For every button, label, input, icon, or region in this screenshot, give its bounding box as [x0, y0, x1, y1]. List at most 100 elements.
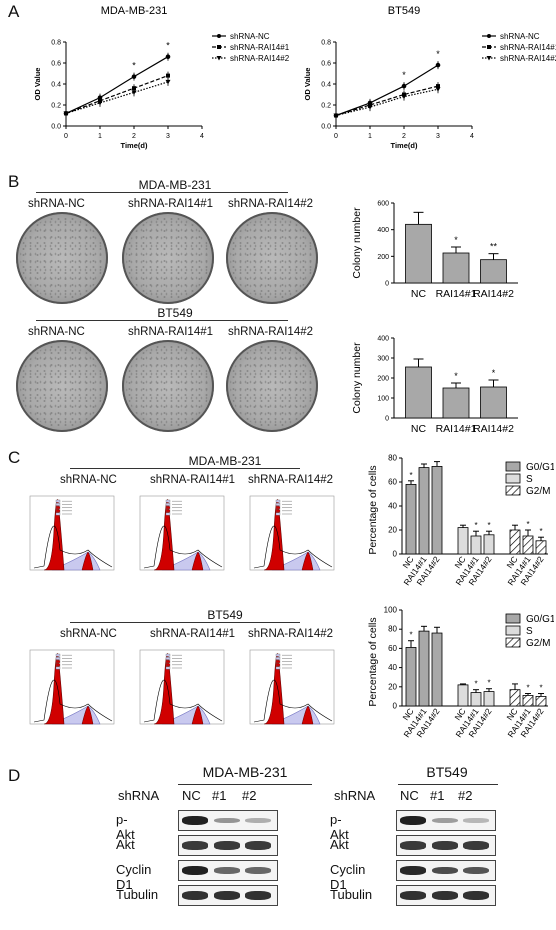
- histogram-legend-swatch: [55, 653, 61, 657]
- y-tick-label: 400: [377, 227, 389, 234]
- blot-band: [400, 841, 426, 850]
- histogram-outline: [143, 679, 223, 723]
- histogram-g2-peak: [301, 705, 314, 725]
- blot-band: [245, 891, 271, 900]
- y-axis-label: OD Value: [303, 68, 312, 101]
- y-tick-label: 80: [388, 625, 397, 634]
- bar: [418, 467, 430, 555]
- legend-label: shRNA-RAI14#2: [500, 54, 556, 63]
- bar: [483, 534, 495, 555]
- divider: [178, 784, 312, 785]
- plot-frame: [249, 495, 335, 571]
- blot-row-label: Tubulin: [116, 887, 159, 902]
- y-tick-label: 600: [377, 201, 389, 208]
- y-tick-label: 100: [384, 606, 398, 615]
- shrna-label: shRNA: [334, 788, 376, 803]
- legend-swatch: [505, 485, 521, 496]
- bar: [431, 632, 443, 707]
- legend-swatch: [505, 461, 521, 472]
- significance-star: **: [490, 242, 498, 252]
- y-tick-label: 0.8: [51, 40, 61, 47]
- bar: [522, 695, 534, 707]
- legend-label: shRNA-NC: [230, 32, 270, 41]
- histogram-legend-swatch: [275, 512, 281, 516]
- significance-star: *: [474, 680, 477, 689]
- histogram-legend-swatch: [165, 506, 171, 509]
- legend-swatch: [505, 473, 521, 484]
- y-tick-label: 0: [385, 416, 389, 423]
- blot-band: [245, 818, 271, 823]
- blot-band: [463, 818, 489, 823]
- divider: [70, 622, 300, 623]
- y-tick-label: 200: [377, 254, 389, 261]
- data-point: [333, 113, 339, 118]
- data-point: [131, 90, 137, 95]
- series-line: [335, 64, 439, 117]
- blot-band: [245, 867, 271, 874]
- histogram-legend-swatch: [165, 509, 171, 513]
- cycle-label-nc: shRNA-NC: [60, 474, 117, 486]
- histogram-legend-swatch: [55, 666, 61, 670]
- significance-star: *: [492, 368, 496, 378]
- blot-band: [432, 841, 458, 850]
- significance-star: *: [132, 61, 136, 71]
- bar: [405, 366, 432, 419]
- y-axis-label: Colony number: [351, 342, 363, 414]
- blot-band: [400, 866, 426, 875]
- histogram-legend-swatch: [165, 503, 171, 506]
- blot-cell-title: MDA-MB-231: [202, 764, 288, 780]
- histogram-g2-peak: [191, 551, 204, 571]
- cycle-label-rai1: shRNA-RAI14#1: [150, 474, 236, 486]
- blot-strip: [178, 810, 278, 831]
- series-line: [65, 75, 169, 114]
- blot-band: [463, 891, 489, 900]
- blot-band: [214, 867, 240, 874]
- panel-letter-a: A: [8, 2, 20, 21]
- x-axis-label: Time(d): [391, 141, 418, 150]
- colony-dish: [226, 340, 318, 432]
- significance-star: *: [436, 49, 440, 59]
- histogram-legend-swatch: [275, 499, 281, 503]
- bar: [405, 223, 432, 284]
- colony-label-nc: shRNA-NC: [28, 198, 85, 210]
- significance-star: *: [526, 520, 529, 529]
- shrna-label: shRNA: [118, 788, 160, 803]
- x-axis-label: Time(d): [121, 141, 148, 150]
- blot-band: [463, 866, 489, 875]
- histogram-legend-swatch: [165, 663, 171, 667]
- histogram-legend-swatch: [55, 660, 61, 663]
- x-tick-label: RAI14#2: [473, 423, 514, 435]
- bar: [509, 529, 521, 555]
- divider: [70, 468, 300, 469]
- legend-marker: [217, 34, 221, 38]
- legend-marker: [486, 56, 492, 61]
- colony-label-nc: shRNA-NC: [28, 326, 85, 338]
- x-tick-label: 3: [436, 133, 440, 140]
- colony-bar-chart-bt549: 0 100 200 300 400 Colony number NC * RAI14#1 * RAI…: [351, 336, 518, 435]
- lane-label: #2: [242, 788, 257, 803]
- y-tick-label: 80: [388, 454, 397, 463]
- blot-strip: [178, 860, 278, 881]
- y-tick-label: 20: [388, 682, 397, 691]
- blot-row-label: Tubulin: [330, 887, 373, 902]
- legend-swatch: [505, 637, 521, 648]
- blot-row-label: p-Akt: [330, 812, 349, 842]
- flow-histogram: [249, 495, 335, 571]
- blot-band: [400, 891, 426, 900]
- flow-histogram: [249, 649, 335, 725]
- flow-histogram: [29, 495, 115, 571]
- histogram-legend-swatch: [275, 503, 281, 506]
- blot-strip: [396, 810, 496, 831]
- legend-label: G0/G1: [526, 462, 554, 473]
- significance-star: *: [487, 521, 490, 530]
- data-point: [367, 105, 373, 110]
- y-tick-label: 60: [388, 644, 397, 653]
- significance-star: *: [402, 70, 406, 80]
- x-tick-label: 0: [64, 133, 68, 140]
- blot-row-label: Akt: [116, 837, 135, 852]
- histogram-legend-swatch: [275, 663, 281, 667]
- legend-label: shRNA-RAI14#1: [230, 43, 290, 52]
- colony-label-rai1: shRNA-RAI14#1: [128, 198, 214, 210]
- flow-histogram: [139, 649, 225, 725]
- blot-band: [432, 891, 458, 900]
